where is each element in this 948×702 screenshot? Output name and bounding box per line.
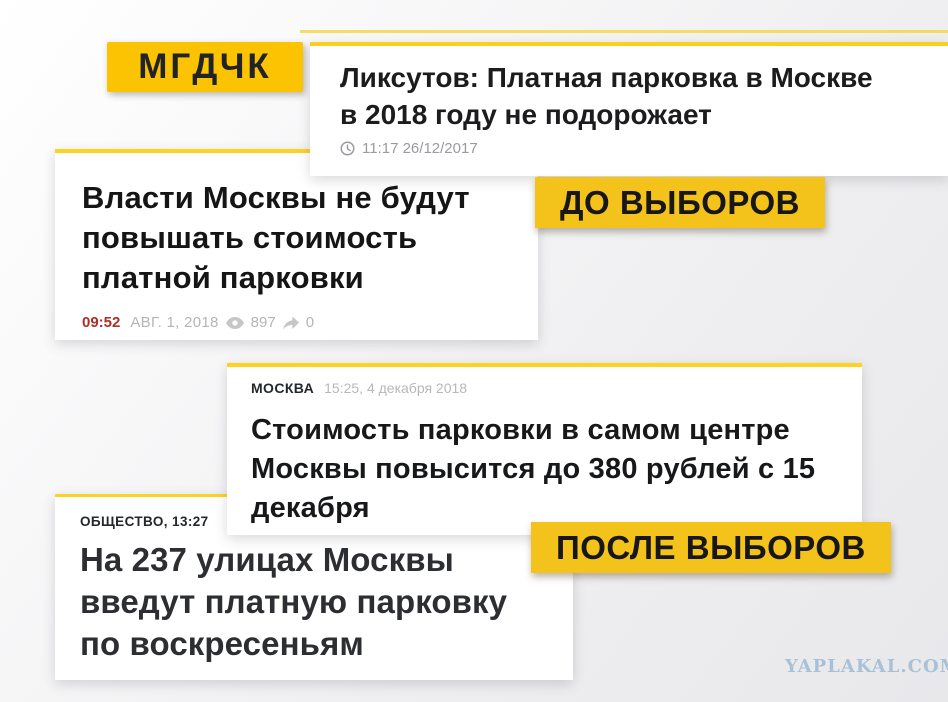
views-count: 897 [250,314,276,331]
logo-badge: МГДЧК [107,42,303,92]
category-label[interactable]: МОСКВА [251,380,315,396]
publish-time: 09:52 [82,314,121,331]
stamp-before-elections: ДО ВЫБОРОВ [535,177,825,228]
headline-link[interactable]: Ликсутов: Платная парковка в Москве в 20… [340,62,873,130]
publish-date: АВГ. 1, 2018 [130,314,219,331]
clock-icon [340,141,355,156]
article-meta: МОСКВА 15:25, 4 декабря 2018 [251,380,862,396]
background-card-edge [300,30,948,33]
news-card-liksutov: Ликсутов: Платная парковка в Москве в 20… [310,42,948,176]
publish-datetime: 15:25, 4 декабря 2018 [324,380,468,396]
share-arrow-icon [282,315,299,330]
news-card-vlasti: Власти Москвы не будут повышать стоимост… [55,149,538,340]
shares-count: 0 [305,314,315,331]
headline-link[interactable]: На 237 улицах Москвы введут платную парк… [80,541,508,662]
site-watermark: YAPLAKAL.COM [785,656,948,677]
logo-text: МГДЧК [138,47,272,86]
headline-link[interactable]: Стоимость парковки в самом центре Москвы… [251,414,816,524]
publish-datetime: 11:17 26/12/2017 [362,140,478,157]
headline-link[interactable]: Власти Москвы не будут повышать стоимост… [82,180,470,295]
article-meta: 11:17 26/12/2017 [340,140,930,157]
news-card-ria: МОСКВА 15:25, 4 декабря 2018 Стоимость п… [227,363,862,535]
stamp-label: ДО ВЫБОРОВ [560,183,800,221]
article-meta: 09:52 АВГ. 1, 2018 897 0 [82,314,538,331]
category-label[interactable]: ОБЩЕСТВО, 13:27 [80,514,209,529]
stamp-label: ПОСЛЕ ВЫБОРОВ [556,528,866,566]
stamp-after-elections: ПОСЛЕ ВЫБОРОВ [531,522,891,573]
eye-icon [225,316,244,329]
